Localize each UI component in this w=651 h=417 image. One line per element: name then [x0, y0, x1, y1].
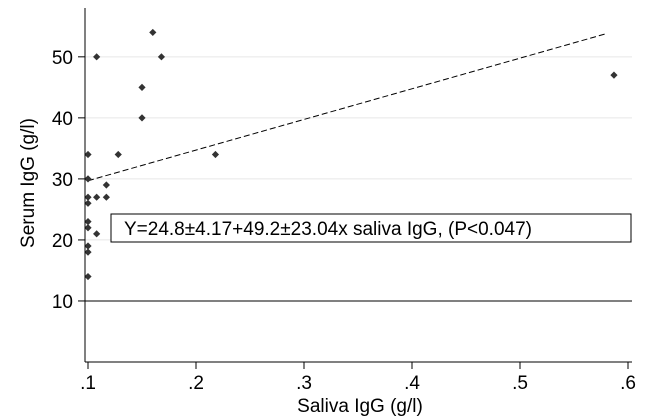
y-tick-label: 20 — [52, 231, 73, 252]
data-point — [84, 199, 92, 207]
data-point — [84, 242, 92, 250]
x-tick-label: .6 — [620, 373, 636, 394]
grid-lines — [85, 56, 632, 302]
data-point — [84, 193, 92, 201]
data-point — [149, 28, 157, 37]
y-tick-label: 50 — [52, 48, 73, 69]
data-point — [84, 218, 92, 226]
x-tick-label: .2 — [188, 373, 204, 394]
data-point — [610, 71, 618, 79]
data-point — [84, 224, 92, 232]
y-axis-ticks: 10 20 30 40 50 — [52, 48, 85, 313]
x-tick-label: .4 — [404, 373, 420, 394]
data-point — [84, 150, 92, 159]
data-point — [93, 193, 101, 201]
data-point — [102, 181, 110, 189]
data-point — [211, 150, 220, 159]
data-point — [102, 193, 110, 201]
fit-line — [87, 33, 607, 182]
y-tick-label: 40 — [52, 109, 73, 130]
data-point — [138, 83, 146, 91]
data-points — [84, 28, 618, 281]
data-point — [84, 272, 92, 281]
data-point — [114, 150, 122, 159]
y-tick-label: 30 — [52, 170, 73, 191]
x-axis-label: Saliva IgG (g/l) — [297, 396, 423, 417]
data-point — [157, 53, 166, 61]
annotation-box: Y=24.8±4.17+49.2±23.04x saliva IgG, (P<0… — [110, 213, 632, 243]
data-point — [84, 248, 92, 256]
data-point — [93, 53, 101, 61]
data-point — [84, 175, 92, 183]
x-tick-label: .5 — [512, 373, 528, 394]
x-tick-label: .1 — [80, 373, 96, 394]
y-axis-label: Serum IgG (g/l) — [18, 118, 39, 248]
data-point — [138, 114, 146, 122]
data-point — [93, 230, 101, 238]
y-tick-label: 10 — [52, 292, 73, 313]
x-tick-label: .3 — [296, 373, 312, 394]
fit-equation: Y=24.8±4.17+49.2±23.04x saliva IgG, (P<0… — [124, 219, 532, 240]
x-axis-ticks: .1 .2 .3 .4 .5 .6 — [80, 362, 636, 394]
